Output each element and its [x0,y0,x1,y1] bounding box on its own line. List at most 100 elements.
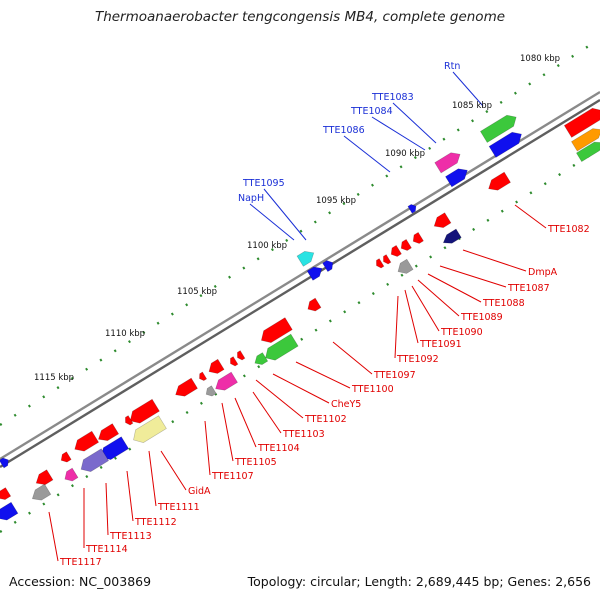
label-tte1103: TTE1103 [282,429,325,440]
label-tte1083: TTE1083 [371,92,414,103]
gene-blue-1 [488,131,522,158]
gene-tte1087 [442,228,462,244]
genome-summary-text: Topology: circular; Length: 2,689,445 bp… [247,574,591,589]
leader-tte1103 [252,391,282,434]
label-tte1107: TTE1107 [211,471,254,482]
gene-small-gray [205,385,217,397]
gene-tte1107a [208,358,225,374]
kbp-label-5: 1100 kbp [247,241,287,251]
leader-tte1102 [255,379,304,419]
backbone-strand-inner [0,98,600,469]
label-tte1102: TTE1102 [304,414,347,425]
gene-tte1090 [390,244,402,257]
label-tte1114: TTE1114 [85,544,128,555]
gene-tte1104 [237,350,246,361]
leader-tte1084 [371,116,426,151]
label-gida: GidA [188,486,211,497]
leader-tte1095 [263,188,307,241]
label-chey5: CheY5 [331,399,361,410]
label-tte1097: TTE1097 [373,370,416,381]
gene-tte1082 [488,171,511,191]
label-tte1105: TTE1105 [234,457,277,468]
leader-tte1083 [392,102,437,144]
gene-small-blue [322,260,334,273]
gene-red-edge [0,487,12,500]
gene-orange [571,128,600,152]
label-rtn: Rtn [444,61,460,72]
label-tte1086: TTE1086 [322,125,365,136]
label-tte1082: TTE1082 [547,224,590,235]
gene-tiny-red-b [199,371,208,381]
gene-tte1089 [400,238,412,251]
leader-rtn [452,71,484,107]
gene-tte1091 [383,254,392,265]
label-tte1090: TTE1090 [440,327,483,338]
gene-rtn [479,114,517,143]
gene-tte1107 [215,371,238,391]
gene-labels: 1080 kbp 1085 kbp 1090 kbp 1095 kbp 1100 kbp… [34,54,590,568]
gene-tte1100 [307,297,322,312]
label-tte1100: TTE1100 [351,384,394,395]
leader-tte1087 [439,265,507,288]
label-tte1089: TTE1089 [460,312,503,323]
kbp-label-8: 1115 kbp [34,373,74,383]
leader-tte1082 [514,204,547,229]
label-tte1095: TTE1095 [242,178,285,189]
label-tte1113: TTE1113 [109,531,152,542]
leader-naph [249,203,295,241]
gene-magenta-small [64,467,79,482]
gene-red-top-right [563,107,600,138]
label-tte1088: TTE1088 [482,298,525,309]
label-tte1087: TTE1087 [507,283,550,294]
label-leaders [48,71,547,562]
gene-red-left [35,469,54,485]
leader-tte1091 [404,289,419,344]
map-title: Thermoanaerobacter tengcongensis MB4, co… [94,9,506,25]
accession-text: Accession: NC_003869 [9,574,152,589]
gene-tte1083 [434,152,461,174]
leader-tte1111 [148,450,157,507]
leader-gida [160,450,187,491]
label-tte1117: TTE1117 [59,557,102,568]
gene-edge-blue [0,457,9,469]
kbp-label-2: 1085 kbp [452,101,492,111]
gene-tte1097 [397,258,414,274]
gene-tiny-red-a [125,415,134,426]
gene-green-edge [576,141,600,162]
gene-tte1088 [412,231,424,244]
kbp-label-7: 1110 kbp [105,329,145,339]
gene-tte1095 [296,251,315,267]
gene-tte1111 [129,398,160,424]
gene-blue-left [0,501,19,521]
leader-tte1113 [105,482,109,536]
leader-dmpa [462,249,527,272]
label-naph: NapH [238,193,264,204]
label-tte1092: TTE1092 [396,354,439,365]
leader-tte1089 [417,279,460,317]
inner-tick-track [0,148,599,534]
gene-naph [306,266,323,281]
kbp-label-6: 1105 kbp [177,287,217,297]
leader-tte1100 [295,361,351,389]
label-dmpa: DmpA [528,267,558,278]
gene-tte1084 [445,168,468,188]
gene-features [0,107,600,521]
leader-tte1117 [48,511,59,562]
leader-tte1107 [204,420,211,476]
kbp-label-1: 1080 kbp [520,54,560,64]
gene-dmpa [433,212,452,228]
gene-tte1102 [265,333,299,361]
leader-tte1104 [234,397,257,448]
leader-tte1105 [221,402,234,462]
gene-small-red [60,451,72,463]
outer-tick-track [0,38,599,427]
gene-tte1114b [74,430,100,452]
kbp-label-4: 1095 kbp [316,196,356,206]
leader-tte1090 [411,285,440,332]
label-tte1104: TTE1104 [257,443,300,454]
gene-tte1103 [254,352,269,365]
gene-tte1114 [80,448,110,472]
leader-tte1097 [332,341,373,375]
label-tte1112: TTE1112 [134,517,177,528]
